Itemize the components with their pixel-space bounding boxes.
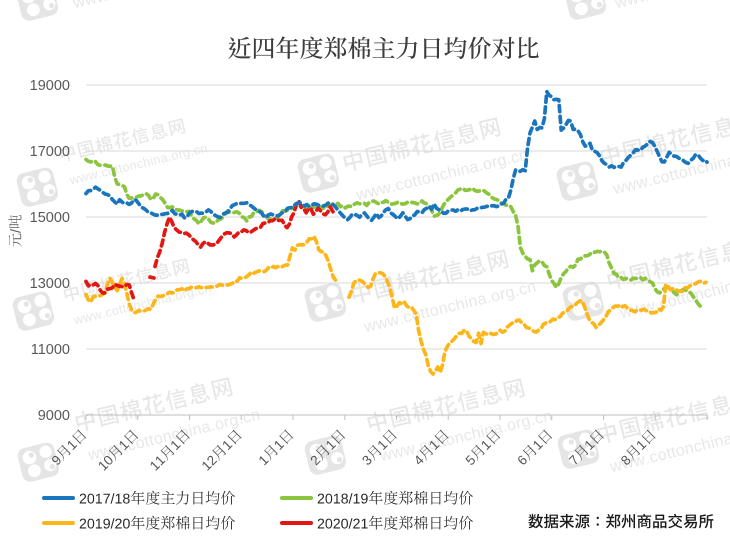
svg-text:9000: 9000 [38,408,70,424]
svg-text:19000: 19000 [30,78,70,94]
svg-text:17000: 17000 [30,144,70,160]
svg-text:15000: 15000 [30,210,70,226]
svg-text:11000: 11000 [31,342,70,358]
svg-text:13000: 13000 [30,276,70,292]
